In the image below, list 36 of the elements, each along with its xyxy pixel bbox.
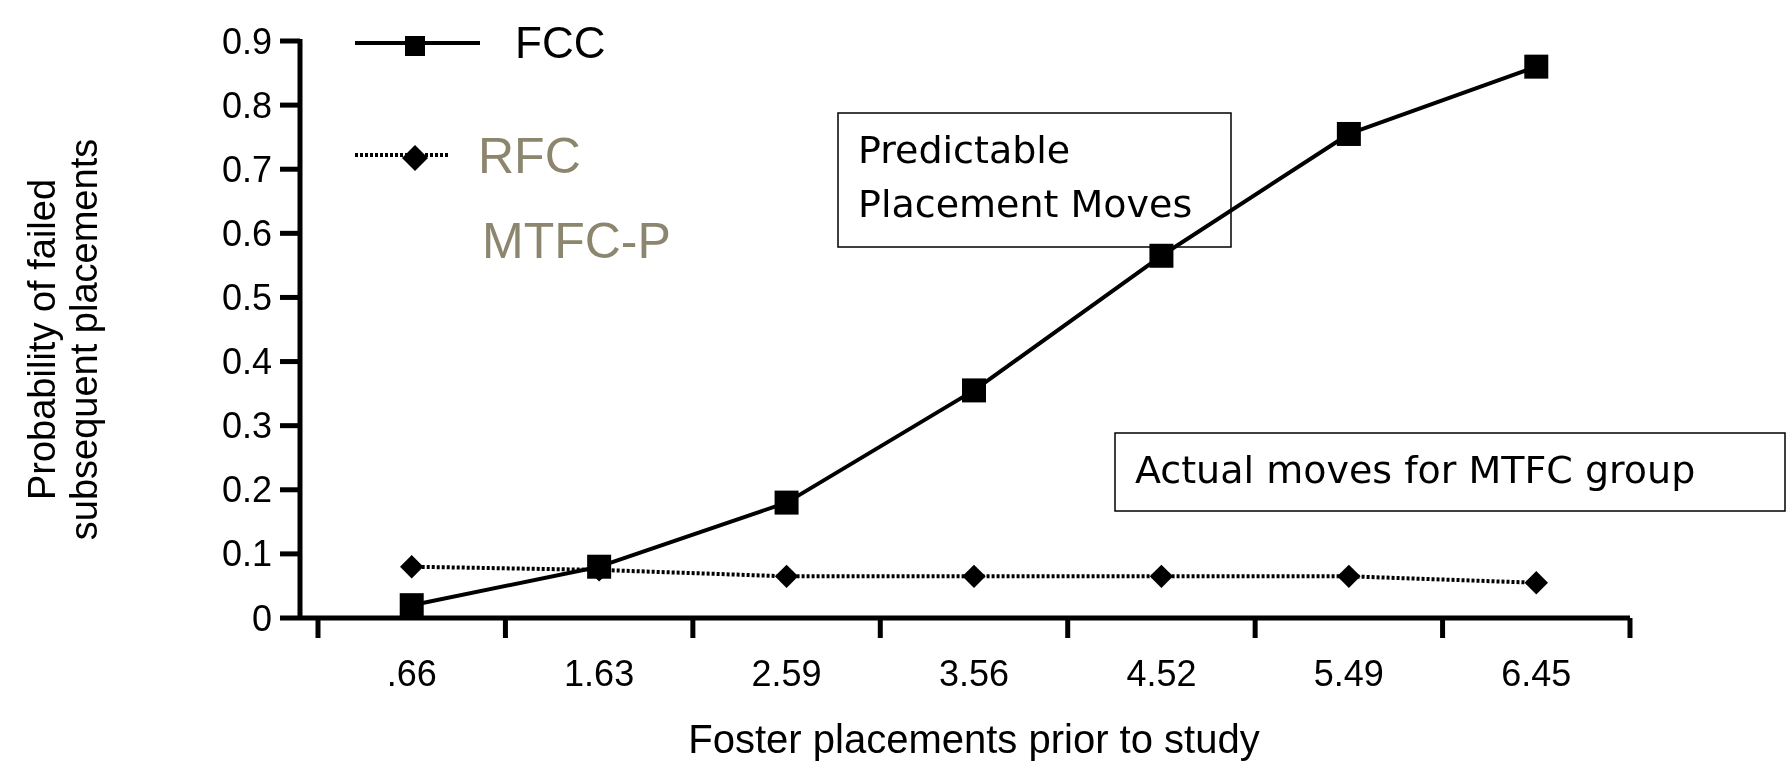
legend-label: RFC bbox=[478, 127, 581, 184]
point bbox=[1336, 121, 1361, 146]
x-tick-label: 4.52 bbox=[1126, 653, 1197, 694]
y-tick-label: 0.5 bbox=[221, 277, 272, 319]
point bbox=[1524, 571, 1548, 595]
y-tick-label: 0 bbox=[251, 597, 272, 639]
y-tick-label: 0.2 bbox=[221, 469, 272, 511]
point bbox=[962, 378, 986, 403]
point bbox=[774, 490, 799, 515]
point bbox=[400, 555, 424, 579]
point bbox=[1149, 243, 1174, 268]
y-tick-label: 0.7 bbox=[221, 148, 272, 190]
x-tick-label: 1.63 bbox=[564, 653, 635, 694]
y-tick-label: 0.9 bbox=[221, 20, 272, 62]
x-tick-label: .66 bbox=[386, 653, 437, 694]
point bbox=[1524, 54, 1549, 79]
y-tick-label: 0.1 bbox=[221, 533, 272, 575]
point bbox=[774, 564, 799, 589]
annotation: MTFC-P bbox=[482, 213, 671, 269]
x-tick-label: 3.56 bbox=[938, 653, 1010, 694]
x-tick-label: 6.45 bbox=[1501, 653, 1572, 694]
y-tick-label: 0.3 bbox=[221, 405, 272, 447]
point bbox=[1149, 564, 1174, 589]
x-tick-label: 5.49 bbox=[1313, 653, 1384, 694]
y-tick-label: 0.8 bbox=[221, 84, 272, 126]
y-axis-title: Probability of failed subsequent placements bbox=[21, 138, 105, 541]
y-tick-label: 0.6 bbox=[221, 212, 272, 254]
annotation: Predictable Placement Moves bbox=[858, 128, 1193, 226]
annotation: Actual moves for MTFC group bbox=[1135, 448, 1696, 492]
point bbox=[1337, 564, 1361, 589]
x-axis-title: Foster placements prior to study bbox=[688, 717, 1260, 761]
legend-label: FCC bbox=[515, 18, 606, 68]
point bbox=[399, 593, 424, 618]
point bbox=[962, 564, 986, 589]
y-tick-label: 0.4 bbox=[221, 341, 272, 383]
x-tick-label: 2.59 bbox=[751, 653, 822, 694]
